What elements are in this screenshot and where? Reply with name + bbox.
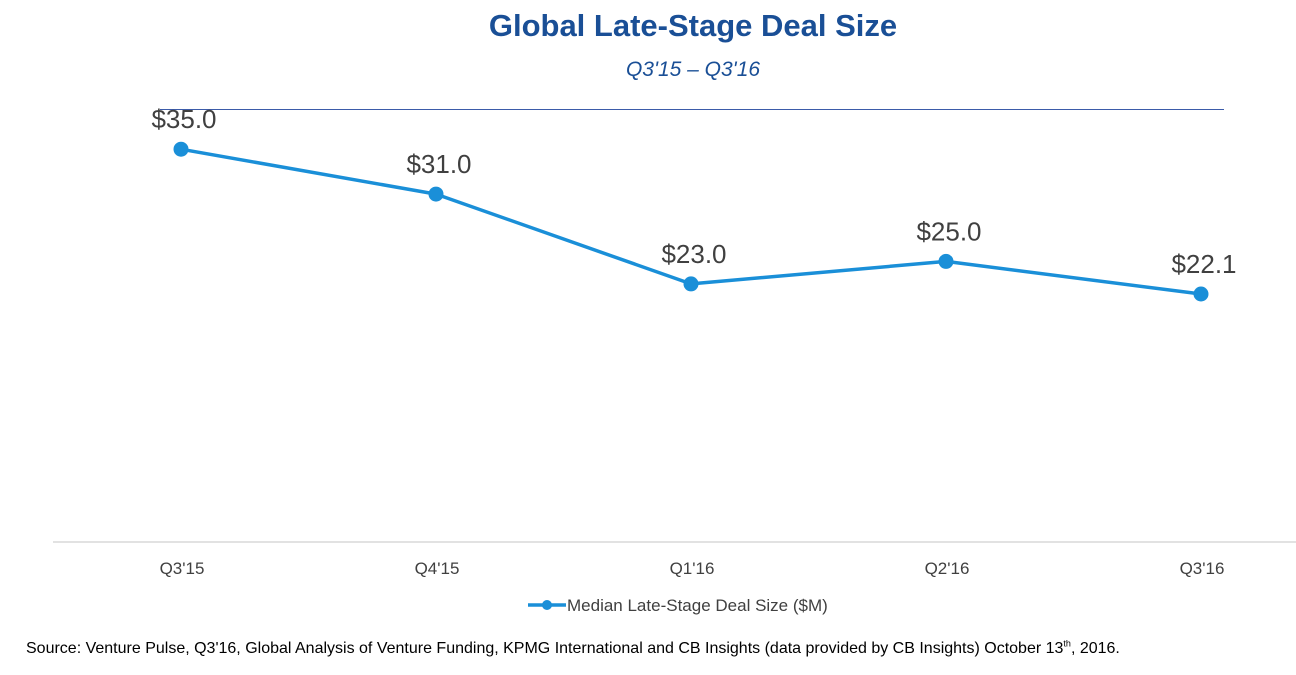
data-point (683, 276, 699, 292)
x-tick-label: Q3'16 (1180, 559, 1225, 578)
legend-label: Median Late-Stage Deal Size ($M) (567, 596, 828, 615)
data-label: $31.0 (406, 149, 471, 179)
source-ordinal: th (1063, 638, 1071, 649)
data-label: $25.0 (916, 216, 981, 246)
x-tick-label: Q4'15 (415, 559, 460, 578)
x-tick-labels: Q3'15 Q4'15 Q1'16 Q2'16 Q3'16 (160, 559, 1225, 578)
legend: Median Late-Stage Deal Size ($M) (528, 596, 828, 615)
data-label: $22.1 (1171, 249, 1236, 279)
data-label: $35.0 (151, 104, 216, 134)
series-line (179, 147, 1203, 296)
data-point (428, 186, 444, 202)
chart-title: Global Late-Stage Deal Size (488, 8, 898, 43)
source-text-end: , 2016. (1070, 640, 1120, 657)
x-tick-label: Q3'15 (160, 559, 205, 578)
source-note: Source: Venture Pulse, Q3'16, Global Ana… (26, 638, 1120, 658)
data-point (938, 253, 954, 269)
chart-subtitle: Q3'15 – Q3'16 (625, 58, 761, 81)
line-chart: $35.0 $31.0 $23.0 $25.0 $22.1 Q3'15 Q4'15 Q1'1… (53, 104, 1296, 615)
data-label: $23.0 (661, 239, 726, 269)
data-point (1193, 286, 1209, 302)
data-point (173, 141, 189, 157)
title-divider (160, 109, 1224, 110)
x-tick-label: Q2'16 (925, 559, 970, 578)
legend-marker (542, 600, 552, 610)
series-layer: $35.0 $31.0 $23.0 $25.0 $22.1 (151, 104, 1237, 302)
source-text: Source: Venture Pulse, Q3'16, Global Ana… (26, 640, 1064, 657)
x-tick-label: Q1'16 (670, 559, 715, 578)
